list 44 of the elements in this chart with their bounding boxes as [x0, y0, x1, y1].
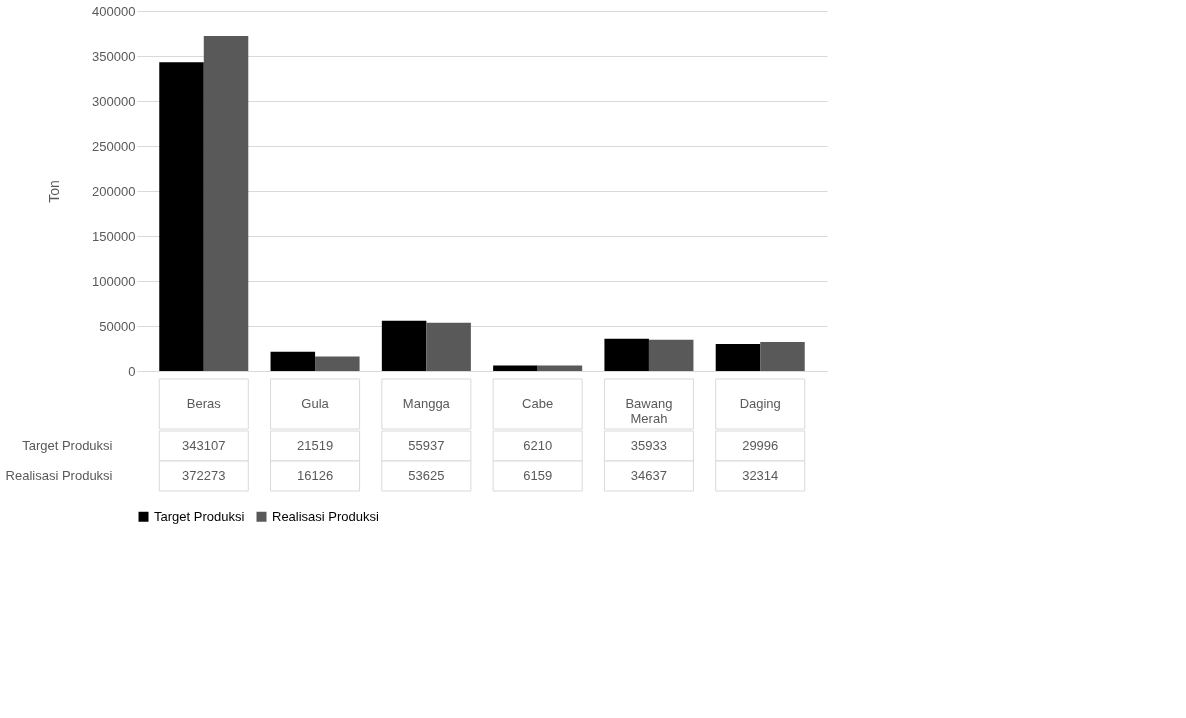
bar: [648, 339, 694, 371]
x-tick-label: Daging: [739, 396, 781, 411]
data-label: 34637: [630, 468, 668, 483]
y-tick-label: 350000: [92, 48, 136, 64]
x-tick-label: Beras: [186, 396, 222, 411]
bar: [760, 341, 805, 371]
bar: [270, 351, 316, 371]
data-label: 32314: [742, 468, 779, 483]
y-tick-label: 400000: [92, 3, 136, 19]
legend-label: Realisasi Produksi: [272, 508, 380, 524]
y-tick-label: 0: [128, 363, 136, 379]
y-tick-label: 250000: [92, 138, 136, 154]
x-tick-label: Cabe: [522, 396, 554, 411]
bar: [159, 62, 204, 371]
legend-label: Target Produksi: [154, 508, 245, 524]
data-label: 21519: [296, 438, 334, 453]
y-tick-label: 100000: [92, 273, 136, 289]
bar: [426, 322, 471, 371]
data-label: 6210: [523, 438, 553, 453]
y-tick-label: 150000: [92, 228, 136, 244]
y-tick-label: 200000: [92, 183, 136, 199]
x-tick-label: Mangga: [402, 396, 451, 411]
bar: [315, 356, 360, 371]
bar: [493, 365, 538, 371]
data-label: 55937: [408, 438, 445, 453]
bar: [537, 365, 583, 371]
x-tick-label: Bawang Merah: [625, 396, 673, 426]
data-label: 53625: [408, 468, 445, 483]
data-label: 343107: [182, 438, 226, 453]
data-label: 16126: [296, 468, 334, 483]
text: Target Produksi: [22, 438, 113, 453]
bar: [604, 338, 649, 371]
bar: [203, 35, 249, 371]
data-label: 29996: [742, 438, 779, 453]
bar: [381, 320, 427, 371]
y-axis-title: Ton: [46, 180, 63, 203]
y-tick-label: 50000: [99, 318, 136, 334]
data-label: 35933: [630, 438, 668, 453]
text: Realisasi Produksi: [5, 468, 113, 483]
data-label: 6159: [523, 468, 553, 483]
y-tick-label: 300000: [92, 93, 136, 109]
x-tick-label: Gula: [301, 396, 330, 411]
data-label: 372273: [182, 468, 226, 483]
bar: [715, 344, 761, 371]
